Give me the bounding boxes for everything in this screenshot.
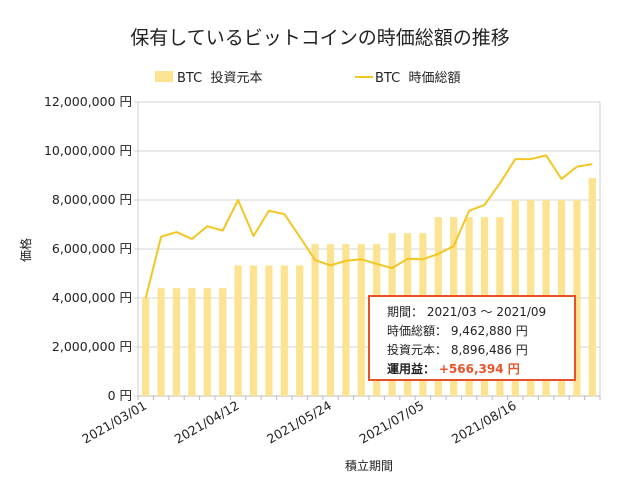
bar — [265, 265, 273, 396]
x-tick-label: 2021/03/01 — [79, 398, 149, 447]
principal-value: 8,896,486 円 — [450, 343, 528, 357]
x-axis-label: 積立期間 — [345, 458, 393, 473]
bar — [326, 244, 335, 396]
bar — [234, 265, 242, 396]
y-tick-label: 2,000,000 円 — [52, 339, 132, 354]
line-series — [144, 154, 593, 299]
y-tick-label: 12,000,000 円 — [44, 94, 132, 109]
y-axis-label: 価格 — [18, 238, 33, 262]
x-tick-label: 2021/05/24 — [264, 398, 334, 447]
line-path — [144, 154, 593, 299]
bar — [296, 265, 304, 396]
x-tick-label: 2021/04/12 — [172, 398, 242, 447]
x-tick-label: 2021/08/16 — [449, 398, 519, 447]
bar — [357, 244, 365, 396]
market-value: 9,462,880 円 — [450, 324, 528, 338]
y-tick-label: 4,000,000 円 — [52, 290, 132, 305]
bar — [280, 265, 288, 396]
x-tick-label: 2021/07/05 — [357, 398, 427, 447]
y-tick-label: 10,000,000 円 — [44, 143, 132, 158]
bar — [188, 288, 196, 396]
y-tick-label: 0 円 — [108, 388, 132, 403]
bar — [219, 288, 227, 396]
y-tick-label: 8,000,000 円 — [52, 192, 132, 207]
bar — [311, 244, 319, 396]
chart-title: 保有しているビットコインの時価総額の推移 — [130, 27, 509, 49]
bar — [249, 265, 258, 396]
bar — [157, 288, 165, 396]
x-ticks: 2021/03/01 2021/04/12 2021/05/24 2021/07/05… — [79, 396, 601, 447]
y-ticks: 0 円 2,000,000 円 4,000,000 円 6,000,000 円 8,00… — [44, 94, 132, 403]
summary-box: 期間： 2021/03 ～ 2021/09 時価総額： 9,462,880 円 … — [368, 295, 576, 381]
principal-row: 投資元本： 8,896,486 円 — [387, 341, 574, 360]
profit-row: 運用益： +566,394 円 — [387, 360, 574, 379]
principal-label: 投資元本： — [387, 343, 448, 357]
bar — [172, 288, 181, 396]
profit-label: 運用益： — [387, 362, 436, 376]
bar — [573, 200, 581, 396]
bar — [588, 178, 596, 396]
period-value: 2021/03 ～ 2021/09 — [426, 305, 547, 319]
period-label: 期間： — [387, 305, 424, 319]
legend-bar-swatch — [155, 71, 173, 82]
legend: BTC 投資元本 BTC 時価総額 — [155, 70, 460, 86]
bar — [203, 288, 211, 396]
bar — [342, 244, 350, 396]
legend-line-label: BTC 時価総額 — [375, 71, 460, 86]
legend-bar-label: BTC 投資元本 — [177, 70, 262, 86]
period-row: 期間： 2021/03 ～ 2021/09 — [387, 303, 574, 322]
profit-value: +566,394 円 — [438, 362, 520, 376]
market-value-row: 時価総額： 9,462,880 円 — [387, 322, 574, 341]
bar — [142, 298, 150, 396]
y-tick-label: 6,000,000 円 — [52, 241, 132, 256]
market-value-label: 時価総額： — [387, 324, 448, 338]
